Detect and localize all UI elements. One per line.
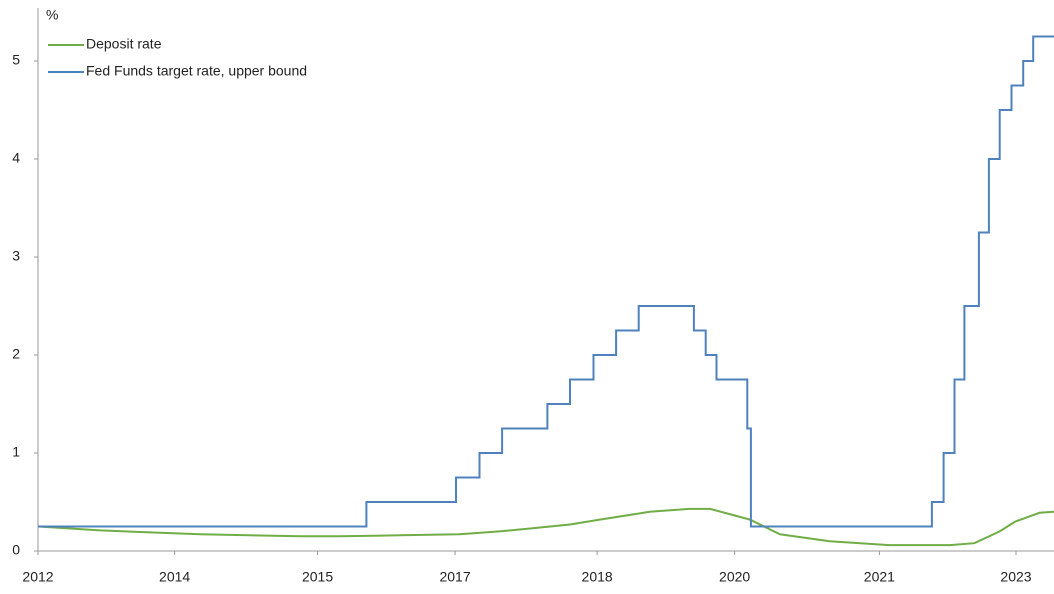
y-tick-label: 5 bbox=[12, 52, 20, 68]
x-tick-label: 2020 bbox=[719, 569, 750, 585]
x-tick-label: 2021 bbox=[864, 569, 895, 585]
y-tick-label: 2 bbox=[12, 346, 20, 362]
y-tick-label: 0 bbox=[12, 542, 20, 558]
series-line bbox=[38, 35, 1054, 528]
series-line bbox=[37, 507, 1054, 547]
x-tick-label: 2023 bbox=[1000, 569, 1031, 585]
x-tick-label: 2018 bbox=[582, 569, 613, 585]
legend-label: Deposit rate bbox=[86, 36, 162, 52]
y-tick-label: 3 bbox=[12, 248, 20, 264]
legend-label: Fed Funds target rate, upper bound bbox=[86, 63, 307, 79]
x-tick-label: 2014 bbox=[159, 569, 190, 585]
x-tick-label: 2015 bbox=[302, 569, 333, 585]
y-tick-label: 1 bbox=[12, 444, 20, 460]
y-axis-unit: % bbox=[46, 7, 58, 23]
x-tick-label: 2012 bbox=[22, 569, 53, 585]
y-tick-label: 4 bbox=[12, 150, 20, 166]
x-tick-label: 2017 bbox=[439, 569, 470, 585]
